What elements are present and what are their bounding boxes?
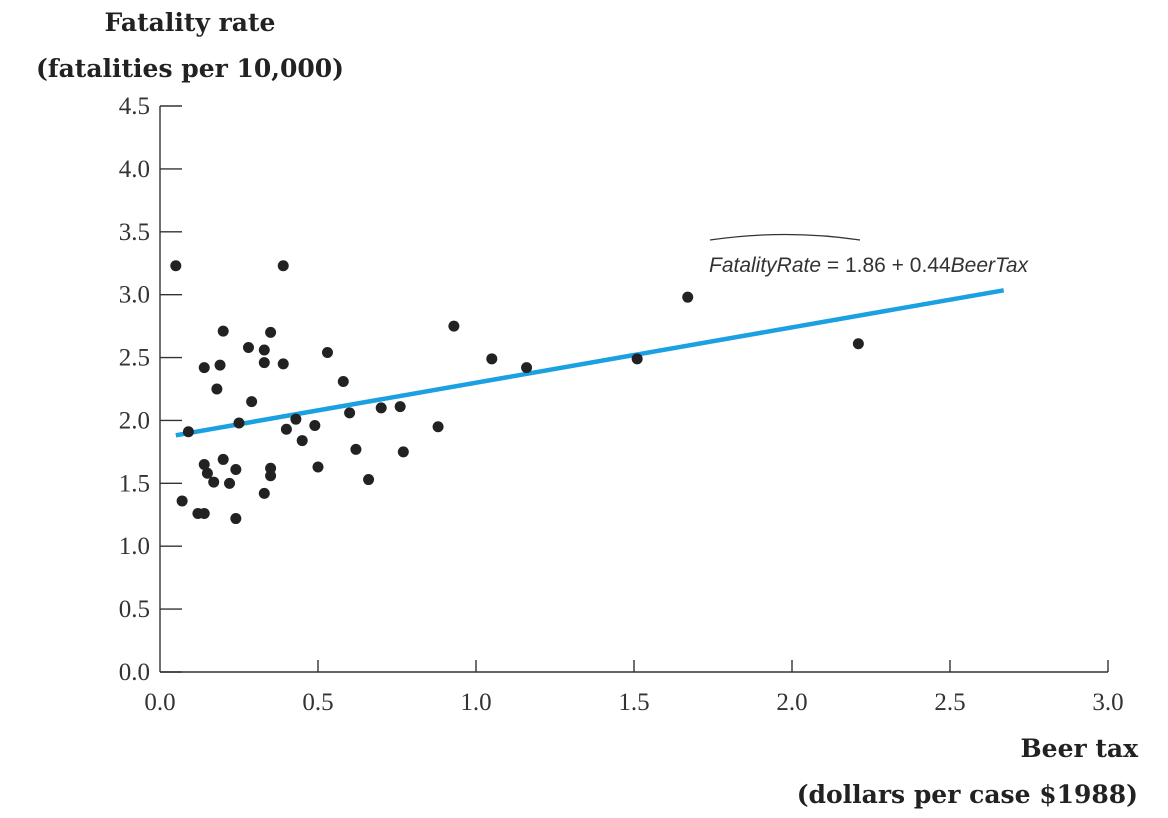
data-point xyxy=(198,458,210,470)
data-point xyxy=(170,260,182,272)
data-point xyxy=(312,461,324,473)
x-tick-label: 0.0 xyxy=(144,689,175,716)
y-axis-label-line2: (fatalities per 10,000) xyxy=(35,54,345,83)
equation-variable: BeerTax xyxy=(951,254,1030,277)
y-tick-label: 2.0 xyxy=(119,407,150,434)
regression-equation: FatalityRate = 1.86 + 0.44BeerTax xyxy=(709,233,1030,277)
data-point xyxy=(397,446,409,458)
data-point xyxy=(363,474,375,486)
data-point xyxy=(265,462,277,474)
x-axis-label-line2: (dollars per case $1988) xyxy=(796,780,1138,809)
y-tick-label: 3.0 xyxy=(119,282,150,309)
data-point xyxy=(246,396,258,408)
axes: 0.0 0.5 1.0 1.5 2.0 2.5 3.0 3.5 4.0 4.5 0.0 0.5 1.0 1… xyxy=(119,93,1124,716)
x-tick-label: 1.0 xyxy=(460,689,491,716)
data-point xyxy=(198,362,210,374)
data-point xyxy=(217,453,229,465)
x-tick-label: 0.5 xyxy=(302,689,333,716)
data-point xyxy=(242,341,254,353)
data-point xyxy=(208,476,220,488)
data-point xyxy=(277,260,289,272)
y-tick-label: 0.5 xyxy=(119,596,150,623)
regression-line xyxy=(175,288,1005,438)
regression-group xyxy=(175,288,1005,438)
data-point xyxy=(230,513,242,525)
x-tick-label: 1.5 xyxy=(618,689,649,716)
x-axis-label: Beer tax (dollars per case $1988) xyxy=(797,726,1138,818)
data-point xyxy=(852,338,864,350)
x-axis-label-line1: Beer tax xyxy=(1020,734,1138,763)
y-tick-label: 1.0 xyxy=(119,533,150,560)
data-point xyxy=(224,477,236,489)
data-point xyxy=(265,470,277,482)
y-axis-label-line1: Fatality rate xyxy=(104,8,276,37)
equation-text: FatalityRate = 1.86 + 0.44BeerTax xyxy=(709,254,1030,277)
equation-lhs: FatalityRate xyxy=(709,254,821,277)
data-point xyxy=(309,419,321,431)
data-point xyxy=(486,353,498,365)
data-point xyxy=(265,326,277,338)
data-point xyxy=(233,417,245,429)
data-point xyxy=(375,402,387,414)
data-point xyxy=(277,358,289,370)
data-point xyxy=(182,426,194,438)
y-tick-label: 1.5 xyxy=(119,470,150,497)
data-point xyxy=(176,495,188,507)
data-point xyxy=(258,487,270,499)
data-point xyxy=(321,347,333,359)
data-point xyxy=(280,423,292,435)
data-point xyxy=(214,359,226,371)
equation-hat xyxy=(709,233,861,241)
x-tick-label: 2.5 xyxy=(934,689,965,716)
data-point xyxy=(432,421,444,433)
data-point xyxy=(217,325,229,337)
y-tick-label: 4.0 xyxy=(119,156,150,183)
data-points xyxy=(170,260,864,525)
data-point xyxy=(344,407,356,419)
y-tick-label: 0.0 xyxy=(119,659,150,686)
data-point xyxy=(258,344,270,356)
data-point xyxy=(350,443,362,455)
data-point xyxy=(682,291,694,303)
data-point xyxy=(290,413,302,425)
y-axis-label: Fatality rate (fatalities per 10,000) xyxy=(0,0,380,92)
data-point xyxy=(394,401,406,413)
y-tick-label: 4.5 xyxy=(119,93,150,120)
data-point xyxy=(337,375,349,387)
equation-coefficients: = 1.86 + 0.44 xyxy=(821,254,951,277)
data-point xyxy=(201,467,213,479)
y-tick-label: 3.5 xyxy=(119,219,150,246)
data-point xyxy=(230,463,242,475)
data-point xyxy=(296,435,308,447)
data-point xyxy=(258,357,270,369)
x-tick-label: 3.0 xyxy=(1092,689,1123,716)
data-point xyxy=(448,320,460,332)
data-point xyxy=(631,353,643,365)
x-tick-label: 2.0 xyxy=(776,689,807,716)
data-point xyxy=(198,508,210,520)
data-point xyxy=(211,383,223,395)
y-tick-label: 2.5 xyxy=(119,345,150,372)
data-point xyxy=(521,362,533,374)
